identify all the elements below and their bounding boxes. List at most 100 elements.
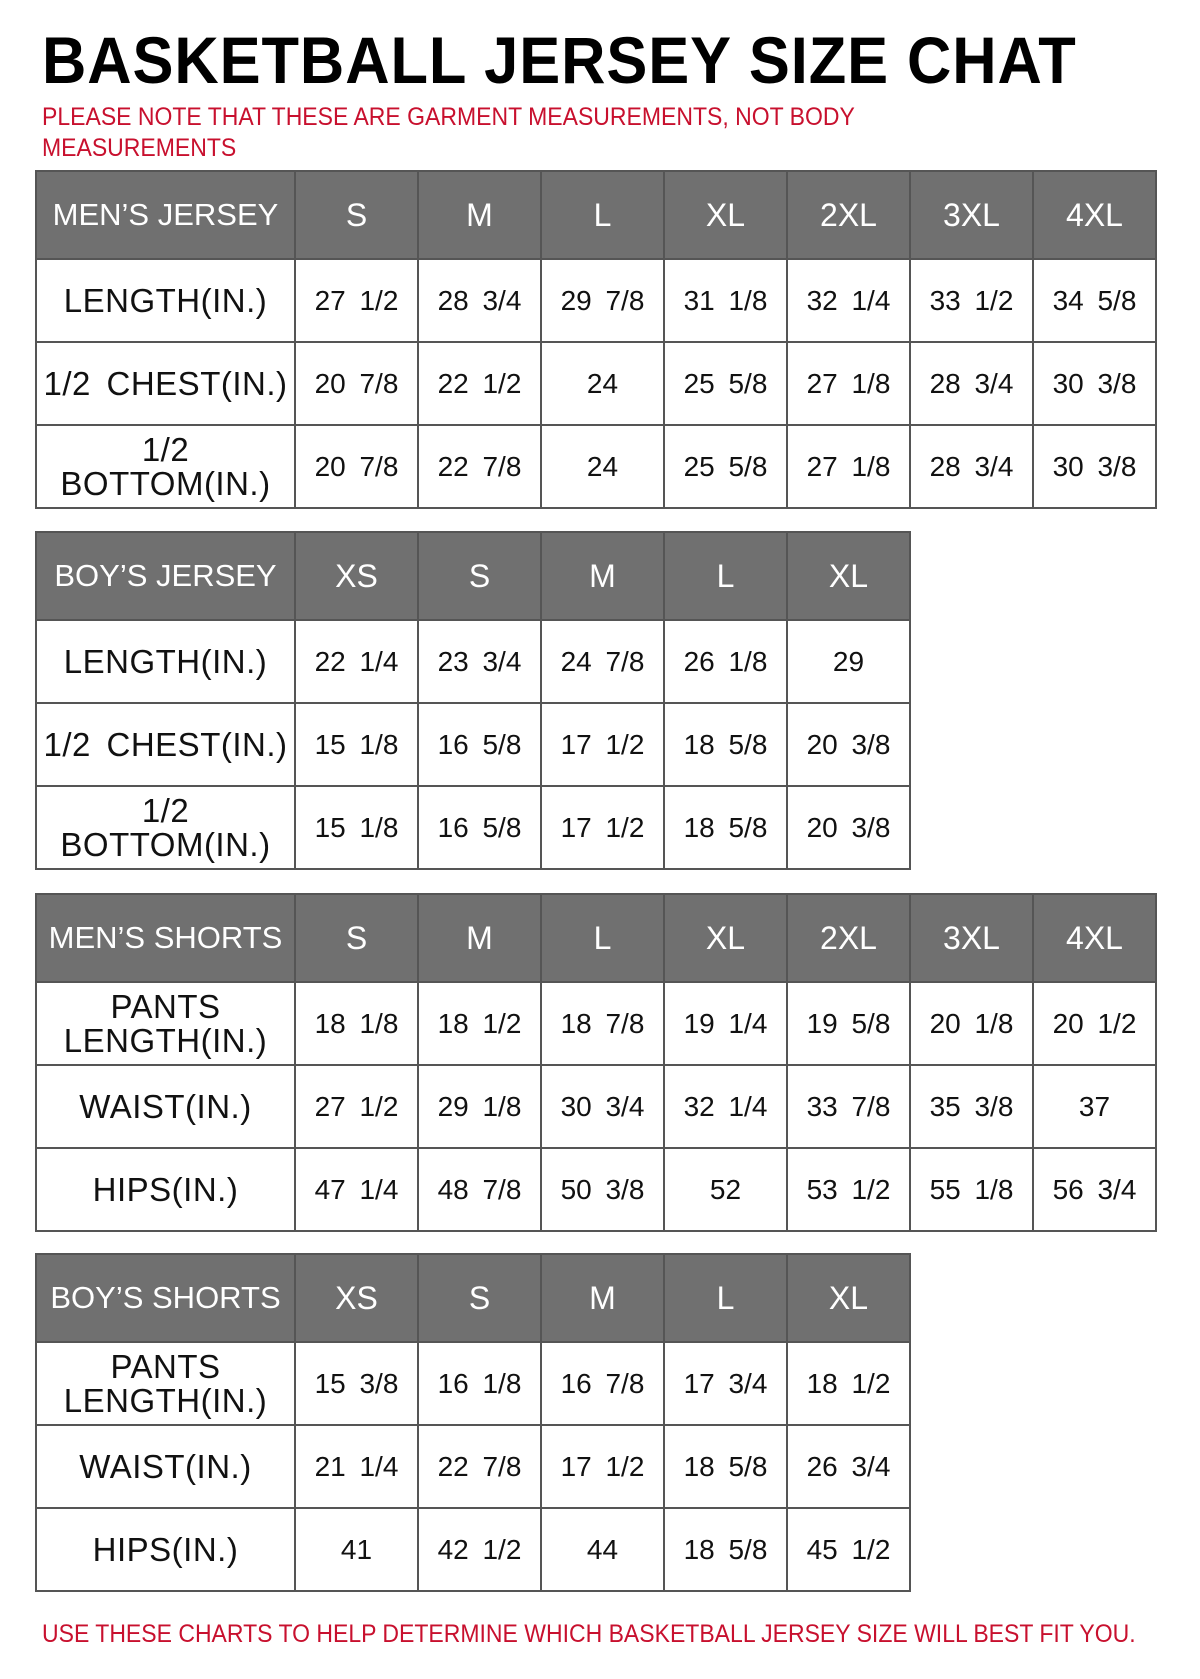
table-title: MEN’S SHORTS: [35, 893, 296, 983]
table-row: PANTS LENGTH(IN.) 18 1/8 18 1/2 18 7/8 19 1/…: [35, 981, 1157, 1066]
measurement-value: 28 3/4: [909, 424, 1034, 509]
table-row: LENGTH(IN.) 22 1/4 23 3/4 24 7/8 26 1/8 29: [35, 619, 911, 704]
measurement-value: 18 5/8: [663, 785, 788, 870]
measurement-value: 16 5/8: [417, 702, 542, 787]
size-table-mens-jersey: MEN’S JERSEY S M L XL 2XL 3XL 4XL LENGTH(IN.) 27 …: [35, 170, 1157, 509]
table-title: MEN’S JERSEY: [35, 170, 296, 260]
measurement-value: 26 1/8: [663, 619, 788, 704]
measurement-value: 24 7/8: [540, 619, 665, 704]
measurement-value: 17 3/4: [663, 1341, 788, 1426]
size-header: M: [417, 893, 542, 983]
measurement-value: 25 5/8: [663, 341, 788, 426]
table-title: BOY’S SHORTS: [35, 1253, 296, 1343]
measurement-value: 53 1/2: [786, 1147, 911, 1232]
measurement-value: 33 7/8: [786, 1064, 911, 1149]
page-title: BASKETBALL JERSEY SIZE CHAT: [42, 23, 1077, 97]
measurement-value: 56 3/4: [1032, 1147, 1157, 1232]
size-header: XL: [786, 1253, 911, 1343]
size-header: L: [663, 531, 788, 621]
measurement-value: 55 1/8: [909, 1147, 1034, 1232]
measurement-value: 22 7/8: [417, 424, 542, 509]
measurement-value: 27 1/8: [786, 341, 911, 426]
measurement-value: 29: [786, 619, 911, 704]
table-row: PANTS LENGTH(IN.) 15 3/8 16 1/8 16 7/8 17 3/…: [35, 1341, 911, 1426]
measurement-value: 15 3/8: [294, 1341, 419, 1426]
measurement-value: 19 5/8: [786, 981, 911, 1066]
table-row: HIPS(IN.) 47 1/4 48 7/8 50 3/8 52 53 1/2 55 1/…: [35, 1147, 1157, 1232]
measurement-value: 20 1/2: [1032, 981, 1157, 1066]
measurement-value: 29 1/8: [417, 1064, 542, 1149]
size-header: XL: [786, 531, 911, 621]
size-table-mens-shorts: MEN’S SHORTS S M L XL 2XL 3XL 4XL PANTS LENGTH(I…: [35, 893, 1157, 1232]
size-header: 2XL: [786, 170, 911, 260]
size-header: 3XL: [909, 893, 1034, 983]
size-header: S: [417, 1253, 542, 1343]
measurement-value: 21 1/4: [294, 1424, 419, 1509]
measurement-value: 30 3/4: [540, 1064, 665, 1149]
measurement-value: 34 5/8: [1032, 258, 1157, 343]
measurement-value: 32 1/4: [663, 1064, 788, 1149]
measurement-value: 27 1/8: [786, 424, 911, 509]
footer-note: USE THESE CHARTS TO HELP DETERMINE WHICH…: [42, 1620, 1136, 1648]
measurement-value: 18 7/8: [540, 981, 665, 1066]
measurement-value: 31 1/8: [663, 258, 788, 343]
measurement-value: 16 7/8: [540, 1341, 665, 1426]
size-table-boys-shorts: BOY’S SHORTS XS S M L XL PANTS LENGTH(IN.) 15 3…: [35, 1253, 911, 1592]
measurement-value: 20 3/8: [786, 785, 911, 870]
garment-note: PLEASE NOTE THAT THESE ARE GARMENT MEASU…: [42, 103, 855, 162]
measurement-value: 19 1/4: [663, 981, 788, 1066]
measurement-label: PANTS LENGTH(IN.): [35, 1341, 296, 1426]
size-header: M: [417, 170, 542, 260]
size-header: XS: [294, 531, 419, 621]
measurement-value: 20 7/8: [294, 341, 419, 426]
size-header: 4XL: [1032, 170, 1157, 260]
measurement-value: 33 1/2: [909, 258, 1034, 343]
size-header: 2XL: [786, 893, 911, 983]
size-header: 4XL: [1032, 893, 1157, 983]
measurement-value: 29 7/8: [540, 258, 665, 343]
measurement-value: 17 1/2: [540, 702, 665, 787]
measurement-value: 15 1/8: [294, 702, 419, 787]
measurement-label: WAIST(IN.): [35, 1424, 296, 1509]
size-header: L: [540, 893, 665, 983]
measurement-value: 17 1/2: [540, 785, 665, 870]
measurement-label: HIPS(IN.): [35, 1507, 296, 1592]
measurement-value: 42 1/2: [417, 1507, 542, 1592]
measurement-label: PANTS LENGTH(IN.): [35, 981, 296, 1066]
measurement-value: 18 1/8: [294, 981, 419, 1066]
measurement-label: 1/2 BOTTOM(IN.): [35, 785, 296, 870]
table-row: WAIST(IN.) 21 1/4 22 7/8 17 1/2 18 5/8 26 3/4: [35, 1424, 911, 1509]
measurement-label: 1/2 CHEST(IN.): [35, 341, 296, 426]
header-row: MEN’S JERSEY S M L XL 2XL 3XL 4XL: [35, 170, 1157, 260]
measurement-value: 26 3/4: [786, 1424, 911, 1509]
measurement-value: 50 3/8: [540, 1147, 665, 1232]
measurement-value: 35 3/8: [909, 1064, 1034, 1149]
measurement-value: 41: [294, 1507, 419, 1592]
measurement-value: 30 3/8: [1032, 424, 1157, 509]
size-header: L: [663, 1253, 788, 1343]
header-row: BOY’S JERSEY XS S M L XL: [35, 531, 911, 621]
table-row: 1/2 CHEST(IN.) 15 1/8 16 5/8 17 1/2 18 5/8 20…: [35, 702, 911, 787]
size-header: S: [417, 531, 542, 621]
measurement-label: 1/2 CHEST(IN.): [35, 702, 296, 787]
measurement-value: 27 1/2: [294, 1064, 419, 1149]
table-row: HIPS(IN.) 41 42 1/2 44 18 5/8 45 1/2: [35, 1507, 911, 1592]
measurement-value: 24: [540, 424, 665, 509]
measurement-value: 16 1/8: [417, 1341, 542, 1426]
measurement-value: 52: [663, 1147, 788, 1232]
size-header: 3XL: [909, 170, 1034, 260]
measurement-value: 30 3/8: [1032, 341, 1157, 426]
size-header: XL: [663, 170, 788, 260]
measurement-value: 47 1/4: [294, 1147, 419, 1232]
table-title: BOY’S JERSEY: [35, 531, 296, 621]
size-header: S: [294, 893, 419, 983]
measurement-label: LENGTH(IN.): [35, 619, 296, 704]
measurement-value: 16 5/8: [417, 785, 542, 870]
measurement-label: HIPS(IN.): [35, 1147, 296, 1232]
measurement-value: 28 3/4: [909, 341, 1034, 426]
measurement-value: 15 1/8: [294, 785, 419, 870]
measurement-value: 18 5/8: [663, 1424, 788, 1509]
table-row: 1/2 BOTTOM(IN.) 20 7/8 22 7/8 24 25 5/8 27 1/…: [35, 424, 1157, 509]
measurement-value: 22 1/4: [294, 619, 419, 704]
measurement-value: 20 3/8: [786, 702, 911, 787]
